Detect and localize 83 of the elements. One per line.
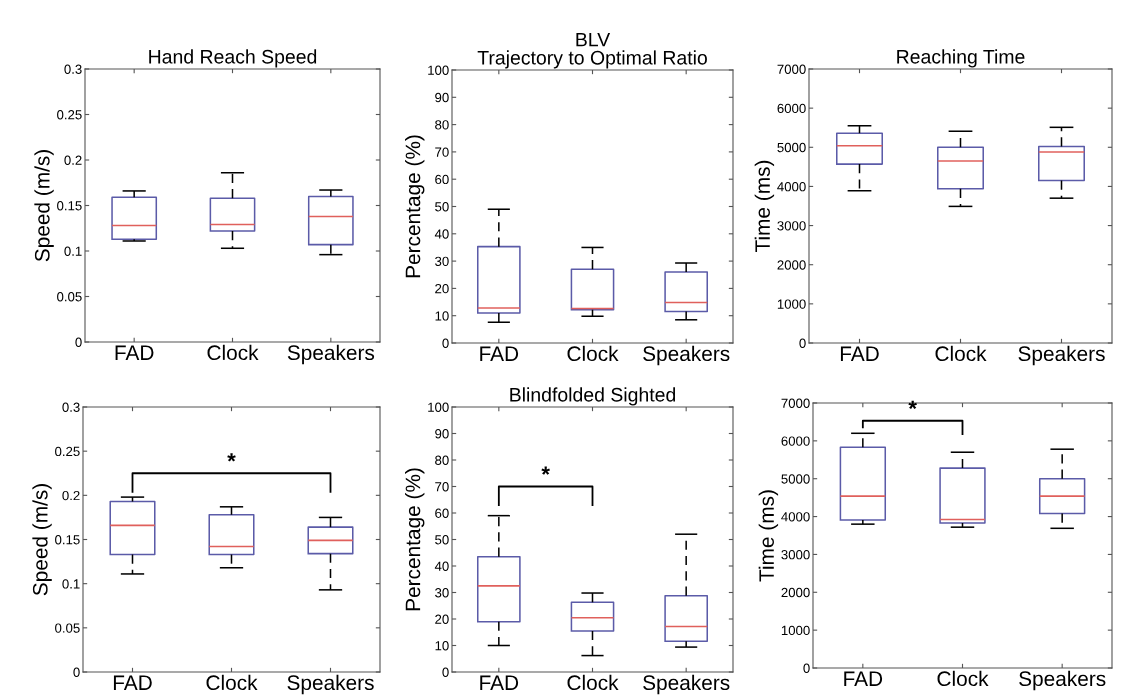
y-tick-label: 90	[435, 429, 449, 439]
y-tick-label: 4000	[781, 512, 810, 522]
y-tick-label: 0	[803, 663, 810, 673]
x-tick-label: Clock	[206, 674, 258, 691]
y-tick-label: 60	[435, 174, 449, 185]
y-tick-label: 1000	[781, 625, 810, 636]
y-axis-title: Time (ms)	[758, 490, 779, 582]
y-tick-label: 1000	[777, 299, 806, 309]
y-tick-label: 5000	[781, 474, 810, 484]
y-tick-label: 0.3	[64, 64, 82, 74]
y-tick-label: 7000	[777, 64, 806, 74]
annotation: *	[541, 466, 550, 475]
y-tick-label: 3000	[777, 221, 806, 231]
x-tick-label: Speakers	[643, 345, 730, 366]
y-tick-label: 30	[435, 588, 449, 598]
y-axis-title: Time (ms)	[754, 160, 775, 252]
x-tick-label: Clock	[935, 345, 987, 362]
y-tick-label: 3000	[781, 550, 810, 560]
y-tick-label: 4000	[777, 182, 806, 192]
y-tick-label: 6000	[781, 436, 810, 446]
chart-title: Reaching Time	[897, 49, 1025, 68]
y-tick-label: 80	[435, 120, 449, 130]
x-tick-label: Clock	[567, 345, 619, 362]
y-axis-title: Speed (m/s)	[32, 484, 52, 596]
x-tick-label: FAD	[115, 345, 154, 360]
x-tick-label: Speakers	[643, 674, 730, 695]
y-tick-label: 0.25	[55, 446, 80, 457]
x-tick-label: Speakers	[287, 674, 374, 695]
chart-title: Blindfolded Sighted	[510, 387, 676, 406]
y-tick-label: 100	[428, 65, 449, 75]
annotation: *	[227, 453, 236, 462]
x-tick-label: FAD	[844, 671, 883, 686]
y-tick-label: 0.25	[57, 110, 82, 120]
y-tick-label: 10	[435, 311, 449, 321]
y-axis-title: Percentage (%)	[405, 135, 425, 278]
y-tick-label: 80	[435, 455, 449, 465]
y-tick-label: 0.2	[64, 155, 82, 165]
x-tick-label: FAD	[480, 346, 519, 361]
y-tick-label: 0.15	[55, 535, 80, 545]
x-tick-label: FAD	[840, 346, 879, 361]
y-tick-label: 0	[73, 667, 80, 677]
x-tick-label: Clock	[937, 670, 989, 687]
y-tick-label: 70	[435, 482, 449, 492]
chart-title: BLV Trajectory to Optimal Ratio	[477, 32, 707, 69]
y-tick-label: 20	[435, 614, 449, 624]
y-tick-label: 0.1	[62, 579, 80, 589]
chart-title: Hand Reach Speed	[149, 49, 317, 68]
x-tick-label: Clock	[207, 344, 259, 361]
y-tick-label: 70	[435, 147, 449, 157]
y-tick-label: 0	[442, 338, 449, 348]
y-tick-label: 0.15	[57, 201, 82, 211]
y-tick-label: 40	[434, 229, 449, 239]
y-tick-label: 60	[435, 508, 449, 518]
y-tick-label: 5000	[777, 142, 806, 153]
x-tick-label: FAD	[113, 675, 152, 690]
x-tick-label: FAD	[480, 675, 519, 690]
x-tick-label: Speakers	[287, 344, 375, 365]
x-tick-label: Speakers	[1018, 345, 1105, 366]
y-tick-label: 6000	[777, 103, 806, 114]
y-tick-label: 50	[435, 535, 449, 545]
y-tick-label: 0.3	[62, 402, 80, 412]
y-tick-label: 0	[799, 338, 806, 348]
y-tick-label: 0	[75, 337, 82, 347]
y-tick-label: 50	[435, 202, 449, 212]
annotation: *	[908, 400, 917, 410]
y-tick-label: 2000	[777, 260, 806, 270]
y-tick-label: 7000	[781, 398, 810, 408]
y-tick-label: 20	[435, 283, 449, 294]
y-tick-label: 0	[442, 667, 449, 677]
y-tick-label: 0.1	[64, 246, 82, 256]
y-tick-label: 10	[435, 641, 449, 651]
y-axis-title: Percentage (%)	[405, 468, 425, 611]
y-tick-label: 90	[435, 92, 449, 103]
y-axis-title: Speed (m/s)	[34, 150, 54, 262]
y-tick-label: 0.2	[62, 490, 80, 501]
x-tick-label: Clock	[567, 674, 619, 691]
y-tick-label: 100	[428, 402, 449, 412]
y-tick-label: 2000	[781, 587, 810, 598]
x-tick-label: Speakers	[1019, 670, 1106, 691]
y-tick-label: 0.05	[57, 292, 82, 302]
y-tick-label: 30	[435, 256, 449, 267]
y-tick-label: 40	[434, 561, 449, 571]
y-tick-label: 0.05	[55, 623, 80, 633]
